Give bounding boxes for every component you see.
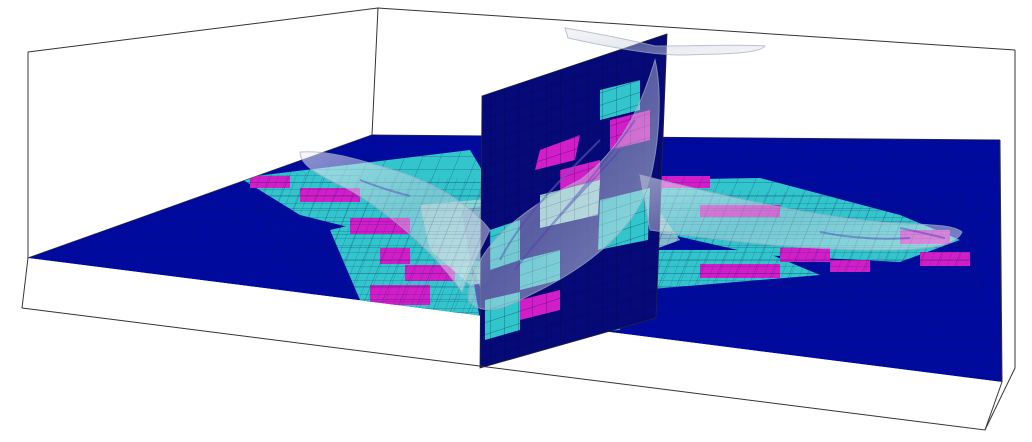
surface-contours: [359, 119, 946, 271]
bounding-box-front: [21, 50, 1016, 431]
aircraft-surface-icon[interactable]: [299, 27, 963, 310]
